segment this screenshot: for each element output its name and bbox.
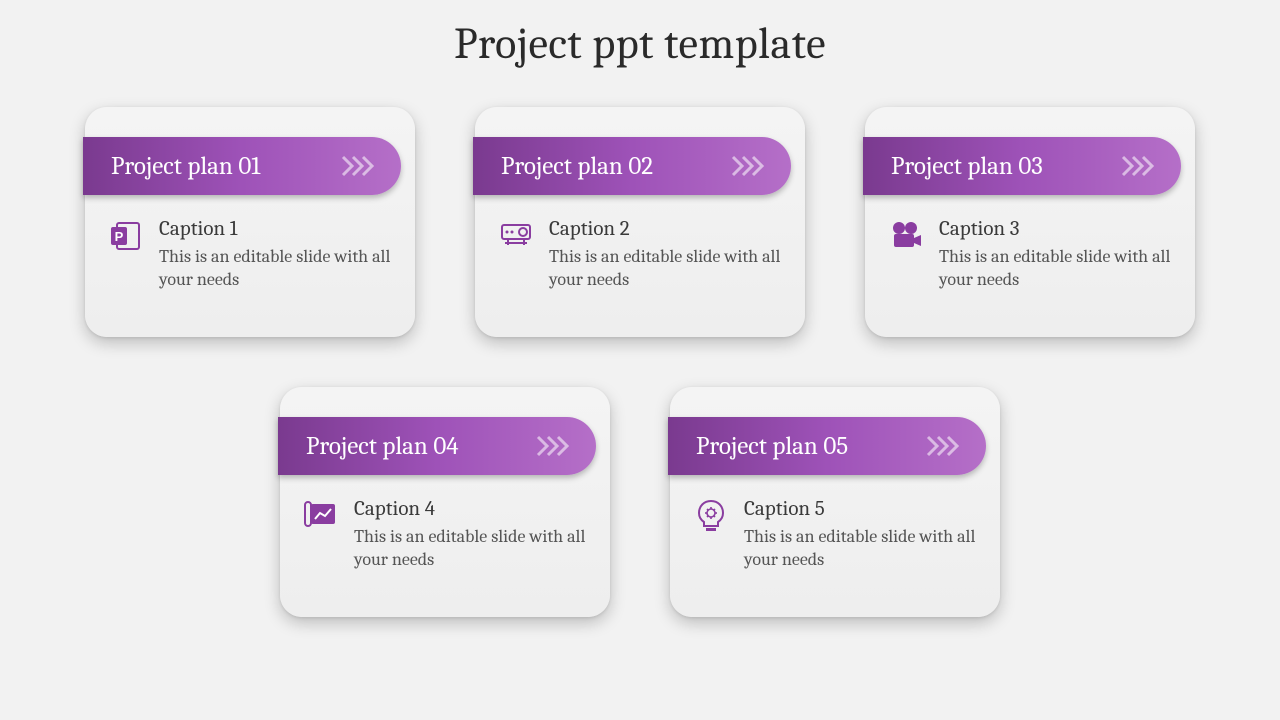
card-4-caption: Caption 4 (354, 497, 588, 521)
card-2-text: Caption 2 This is an editable slide with… (549, 217, 783, 292)
card-3-body: Caption 3 This is an editable slide with… (887, 217, 1173, 292)
card-3-text: Caption 3 This is an editable slide with… (939, 217, 1173, 292)
card-5-pill-label: Project plan 05 (696, 432, 926, 461)
card-3-pill-label: Project plan 03 (891, 152, 1121, 181)
chevrons-right-icon (926, 435, 962, 457)
card-5-pill: Project plan 05 (668, 417, 986, 475)
card-1-pill-label: Project plan 01 (111, 152, 341, 181)
card-3-desc: This is an editable slide with all your … (939, 245, 1173, 292)
card-3-caption: Caption 3 (939, 217, 1173, 241)
powerpoint-icon: P (107, 217, 145, 292)
card-5: Project plan 05 Caption 5 This is an edi… (670, 387, 1000, 617)
card-3-pill: Project plan 03 (863, 137, 1181, 195)
card-4: Project plan 04 Caption 4 This is an edi… (280, 387, 610, 617)
card-2: Project plan 02 Caption 2 This is an edi… (475, 107, 805, 337)
card-4-body: Caption 4 This is an editable slide with… (302, 497, 588, 572)
card-1: Project plan 01 P Caption 1 This is an e… (85, 107, 415, 337)
card-5-body: Caption 5 This is an editable slide with… (692, 497, 978, 572)
card-4-pill: Project plan 04 (278, 417, 596, 475)
card-2-body: Caption 2 This is an editable slide with… (497, 217, 783, 292)
card-1-caption: Caption 1 (159, 217, 393, 241)
slide: Project ppt template Project plan 01 P C… (0, 0, 1280, 720)
chevrons-right-icon (536, 435, 572, 457)
card-5-desc: This is an editable slide with all your … (744, 525, 978, 572)
card-row-1: Project plan 01 P Caption 1 This is an e… (0, 107, 1280, 337)
blueprint-icon (302, 497, 340, 572)
card-4-text: Caption 4 This is an editable slide with… (354, 497, 588, 572)
card-3: Project plan 03 Caption 3 This is an edi… (865, 107, 1195, 337)
card-1-body: P Caption 1 This is an editable slide wi… (107, 217, 393, 292)
card-4-pill-label: Project plan 04 (306, 432, 536, 461)
card-2-pill-label: Project plan 02 (501, 152, 731, 181)
chevrons-right-icon (1121, 155, 1157, 177)
card-row-2: Project plan 04 Caption 4 This is an edi… (0, 387, 1280, 617)
film-camera-icon (887, 217, 925, 292)
card-5-text: Caption 5 This is an editable slide with… (744, 497, 978, 572)
projector-icon (497, 217, 535, 292)
idea-gear-icon (692, 497, 730, 572)
card-1-desc: This is an editable slide with all your … (159, 245, 393, 292)
slide-title: Project ppt template (0, 0, 1280, 69)
chevrons-right-icon (341, 155, 377, 177)
card-2-pill: Project plan 02 (473, 137, 791, 195)
card-1-text: Caption 1 This is an editable slide with… (159, 217, 393, 292)
card-5-caption: Caption 5 (744, 497, 978, 521)
svg-text:P: P (115, 229, 124, 244)
card-2-caption: Caption 2 (549, 217, 783, 241)
chevrons-right-icon (731, 155, 767, 177)
card-1-pill: Project plan 01 (83, 137, 401, 195)
card-2-desc: This is an editable slide with all your … (549, 245, 783, 292)
card-4-desc: This is an editable slide with all your … (354, 525, 588, 572)
